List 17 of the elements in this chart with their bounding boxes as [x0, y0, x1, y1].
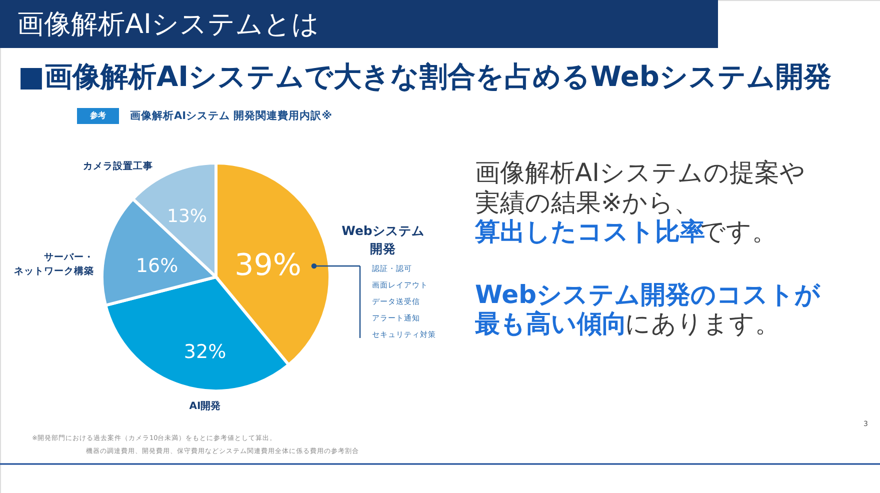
slice-label: AI開発	[189, 400, 222, 412]
text: 最も高い傾向	[474, 309, 627, 338]
data-label: 32%	[184, 341, 226, 363]
text: 画像解析AIシステムの提案や	[475, 158, 806, 187]
slice-label: Webシステム開発	[342, 222, 424, 256]
chart-subtitle: ■画像解析AIシステムで大きな割合を占めるWebシステム開発	[18, 60, 832, 93]
data-label: 16%	[136, 255, 178, 277]
data-label: 39%	[234, 248, 302, 283]
chart-title: 画像解析AIシステムとは	[17, 9, 320, 40]
slice-label: カメラ設置工事	[83, 160, 153, 172]
data-label: 13%	[166, 206, 208, 227]
text: 実績の結果※から、	[475, 188, 699, 217]
text: Webシステム開発のコストが	[475, 280, 821, 309]
text: 画像解析AIシステム 開発関連費用内訳※	[130, 109, 332, 122]
text: 参考	[89, 111, 106, 120]
text: にあります。	[625, 309, 780, 338]
slice-label: サーバー・ネットワーク構築	[14, 252, 94, 277]
